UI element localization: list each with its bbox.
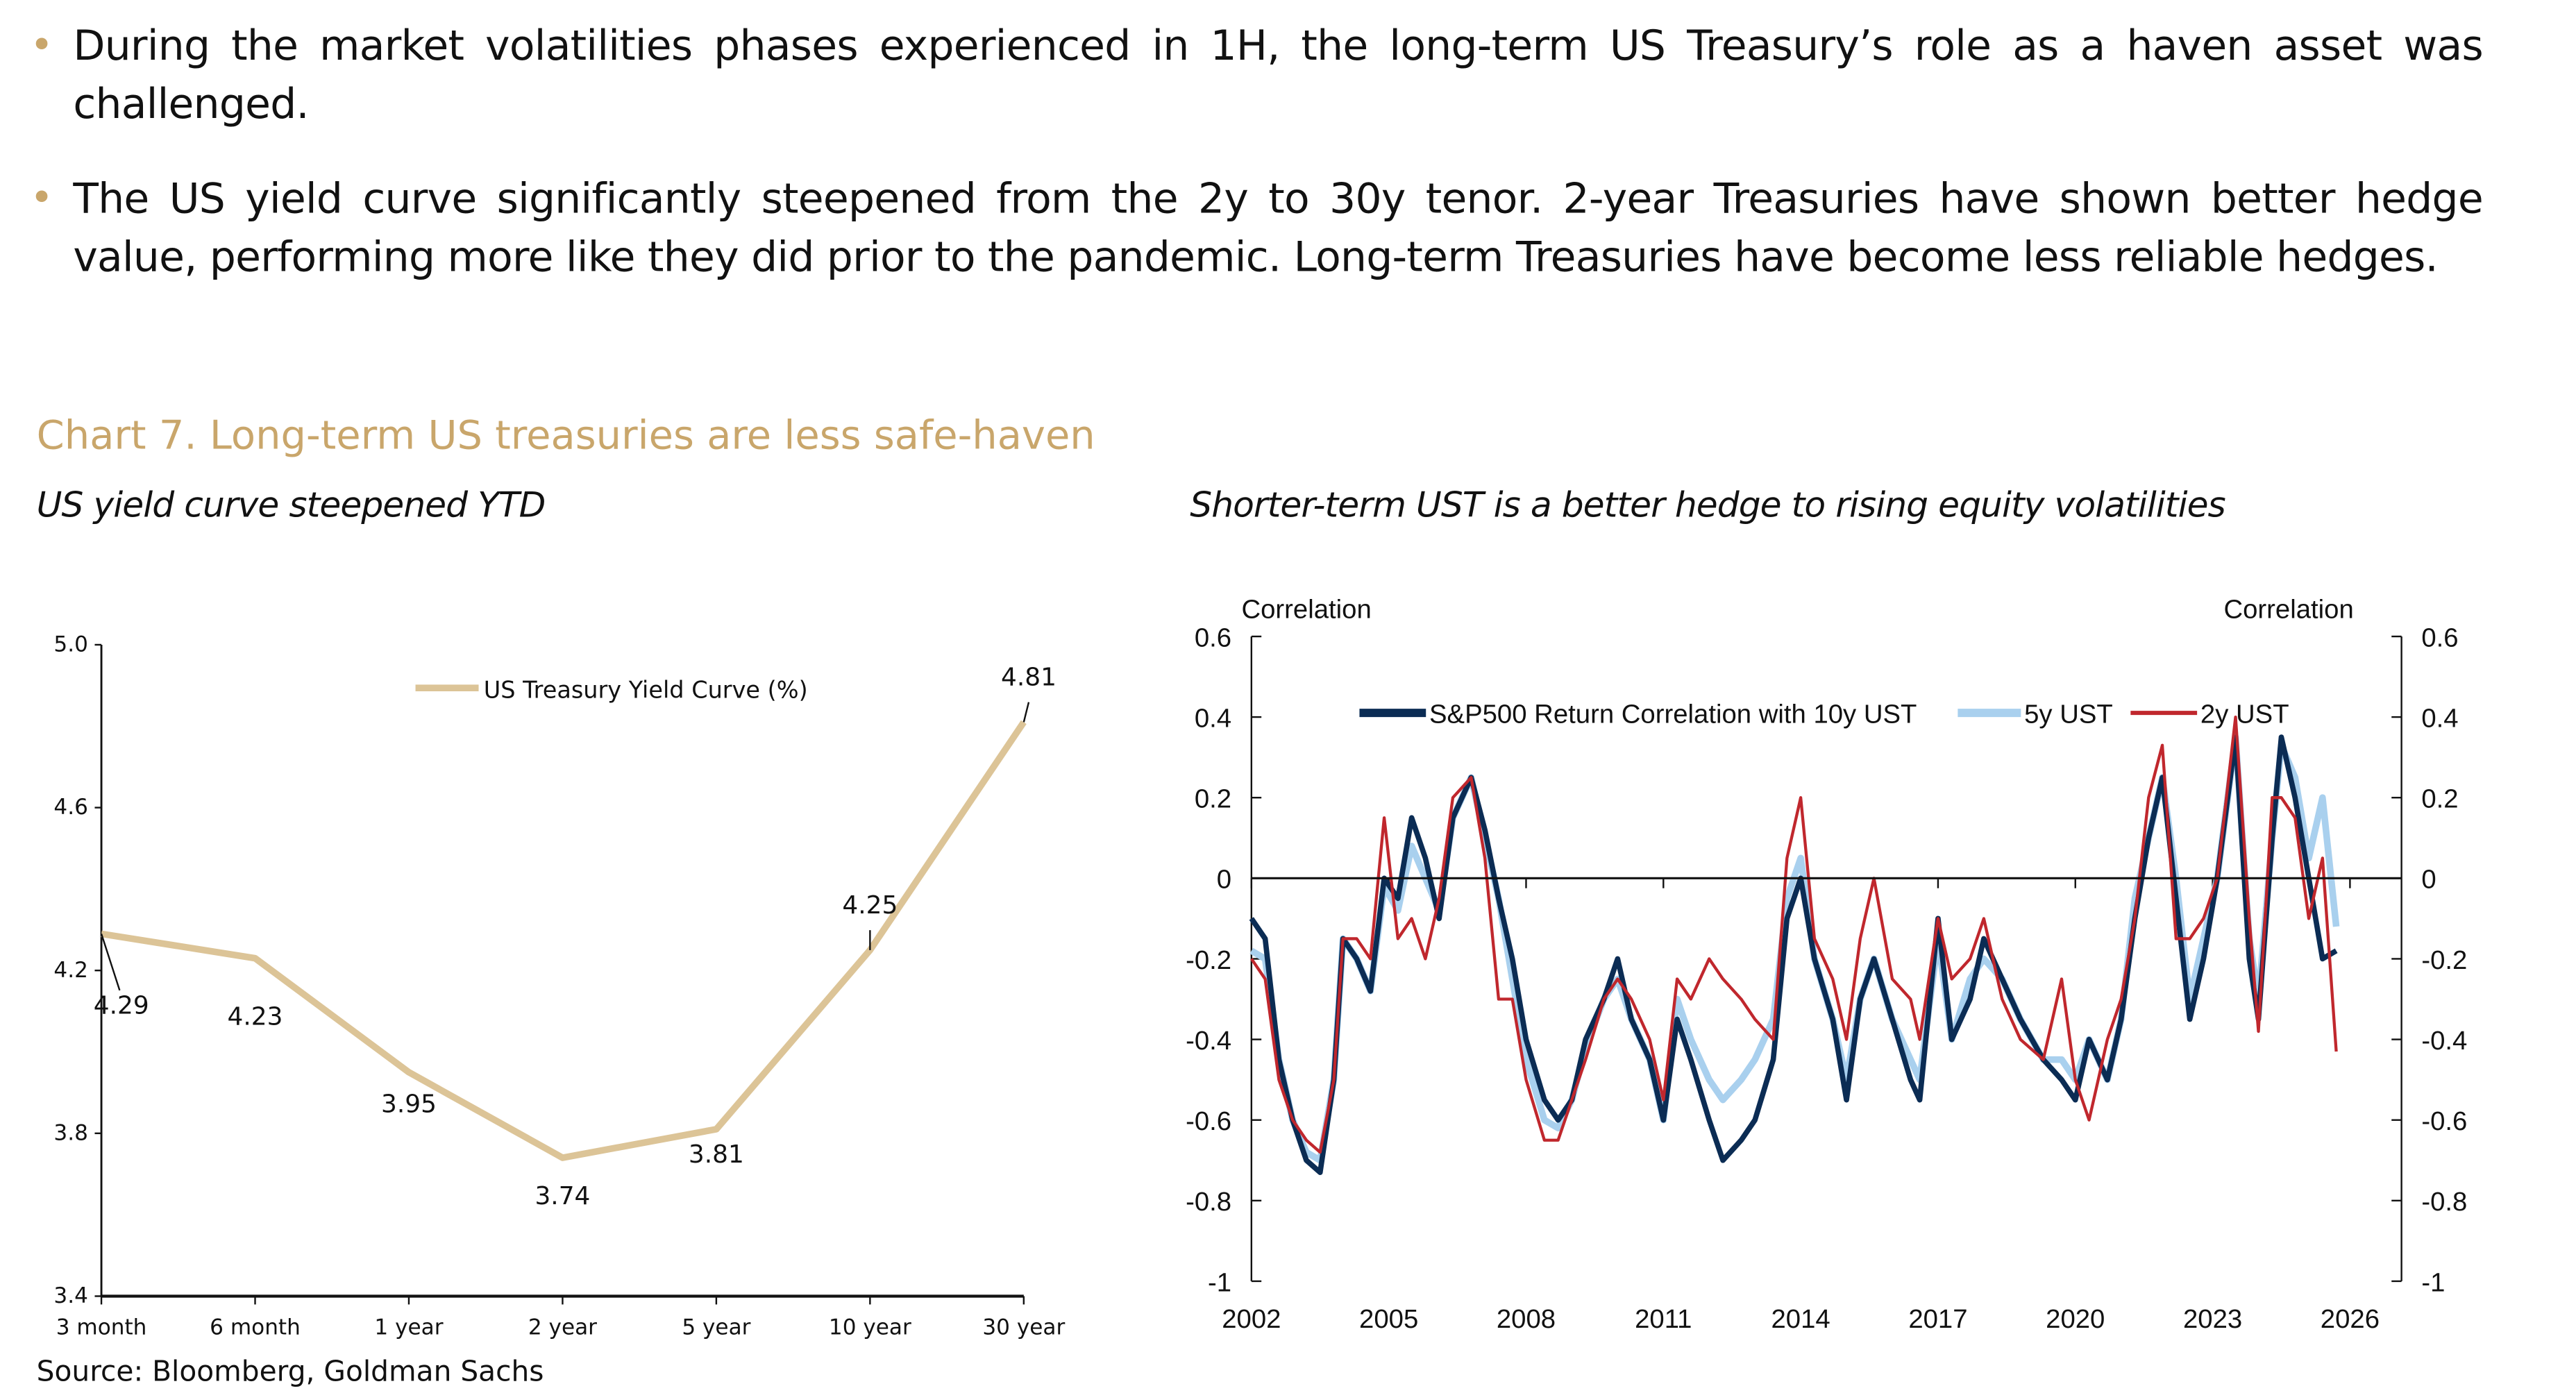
x-tick-label: 2026 bbox=[2321, 1304, 2380, 1334]
y-tick-label: 4.2 bbox=[53, 958, 87, 983]
x-tick-label: 2008 bbox=[1497, 1304, 1556, 1334]
right-y-tick-label: -0.2 bbox=[2421, 945, 2467, 975]
left-y-tick-label: -0.2 bbox=[1186, 945, 1231, 975]
series-line-s-p500-return-correlation-with-10y-ust bbox=[1249, 734, 2338, 1175]
y-tick-label: 3.4 bbox=[53, 1283, 87, 1308]
y-tick-label: 4.6 bbox=[53, 795, 87, 820]
right-y-axis-title: Correlation bbox=[2223, 595, 2353, 625]
data-label: 3.74 bbox=[534, 1182, 590, 1210]
left-y-tick-label: -1 bbox=[1208, 1267, 1231, 1297]
x-tick-label: 1 year bbox=[374, 1315, 443, 1340]
chart-title: Chart 7. Long-term US treasuries are les… bbox=[36, 412, 1095, 459]
bullet-dot-icon: • bbox=[30, 22, 53, 69]
legend-label: S&P500 Return Correlation with 10y UST bbox=[1429, 699, 1917, 729]
data-label: 4.81 bbox=[1001, 664, 1057, 692]
x-tick-label: 2002 bbox=[1222, 1304, 1281, 1334]
x-tick-label: 2 year bbox=[528, 1315, 597, 1340]
bullet-item: • The US yield curve significantly steepe… bbox=[30, 169, 2484, 286]
left-y-tick-label: 0.6 bbox=[1195, 623, 1231, 652]
bullet-list: • During the market volatilities phases e… bbox=[30, 17, 2484, 323]
x-tick-label: 3 month bbox=[56, 1315, 147, 1340]
bullet-dot-icon: • bbox=[30, 174, 53, 221]
data-label: 4.23 bbox=[228, 1002, 283, 1031]
bullet-item: • During the market volatilities phases e… bbox=[30, 17, 2484, 133]
x-tick-label: 5 year bbox=[682, 1315, 750, 1340]
x-tick-label: 6 month bbox=[210, 1315, 301, 1340]
left-y-tick-label: -0.6 bbox=[1186, 1106, 1231, 1136]
x-tick-label: 2005 bbox=[1359, 1304, 1418, 1334]
right-y-tick-label: -0.6 bbox=[2421, 1106, 2467, 1136]
left-y-axis-title: Correlation bbox=[1241, 595, 1371, 625]
right-y-tick-label: 0.2 bbox=[2421, 784, 2458, 814]
x-tick-label: 2023 bbox=[2183, 1304, 2242, 1334]
yield-curve-chart: 3.4 3.8 4.2 4.6 5.0 3 month 6 month 1 year 2 yea… bbox=[53, 632, 1065, 1340]
left-y-tick-label: -0.4 bbox=[1186, 1026, 1231, 1056]
right-y-tick-label: -1 bbox=[2421, 1267, 2445, 1297]
source-note: Source: Bloomberg, Goldman Sachs bbox=[36, 1356, 544, 1390]
data-label: 3.81 bbox=[689, 1140, 744, 1169]
right-y-tick-label: 0 bbox=[2421, 865, 2436, 895]
left-y-tick-label: -0.8 bbox=[1186, 1187, 1231, 1217]
legend-label: 2y UST bbox=[2200, 699, 2289, 729]
right-chart-subtitle: Shorter-term UST is a better hedge to ri… bbox=[1190, 485, 2226, 525]
data-label: 4.25 bbox=[842, 891, 898, 920]
left-chart-subtitle: US yield curve steepened YTD bbox=[36, 485, 546, 525]
right-y-tick-label: -0.8 bbox=[2421, 1187, 2467, 1217]
legend-label: US Treasury Yield Curve (%) bbox=[484, 677, 808, 704]
x-tick-label: 30 year bbox=[982, 1315, 1065, 1340]
y-tick-label: 3.8 bbox=[53, 1120, 87, 1145]
x-tick-label: 2020 bbox=[2046, 1304, 2105, 1334]
leader-line bbox=[100, 934, 121, 991]
bullet-text: The US yield curve significantly steepen… bbox=[73, 174, 2483, 281]
data-label: 4.29 bbox=[94, 991, 149, 1020]
x-tick-label: 2014 bbox=[1771, 1304, 1830, 1334]
left-y-tick-label: 0 bbox=[1217, 865, 1231, 895]
yield-curve-line bbox=[101, 720, 1027, 1161]
left-y-tick-label: 0.2 bbox=[1195, 784, 1231, 814]
right-y-tick-label: 0.6 bbox=[2421, 623, 2458, 652]
left-y-tick-label: 0.4 bbox=[1195, 703, 1231, 733]
leader-line bbox=[1022, 702, 1030, 723]
x-tick-label: 2017 bbox=[1908, 1304, 1967, 1334]
correlation-chart: 0.6 0.6 0.4 0.4 0.2 0.2 0 0 -0.2 -0.2 -0.4 -0.4 -0.6… bbox=[1186, 595, 2467, 1334]
series-line-5y-ust bbox=[1249, 734, 2340, 1164]
y-tick-label: 5.0 bbox=[53, 632, 87, 657]
data-label: 3.95 bbox=[381, 1090, 437, 1118]
series-line-2y-ust bbox=[1250, 715, 2338, 1154]
x-tick-label: 10 year bbox=[829, 1315, 911, 1340]
right-y-tick-label: -0.4 bbox=[2421, 1026, 2467, 1056]
x-tick-label: 2011 bbox=[1635, 1304, 1692, 1334]
right-y-tick-label: 0.4 bbox=[2421, 703, 2458, 733]
bullet-text: During the market volatilities phases ex… bbox=[73, 22, 2483, 128]
legend-label: 5y UST bbox=[2024, 699, 2113, 729]
